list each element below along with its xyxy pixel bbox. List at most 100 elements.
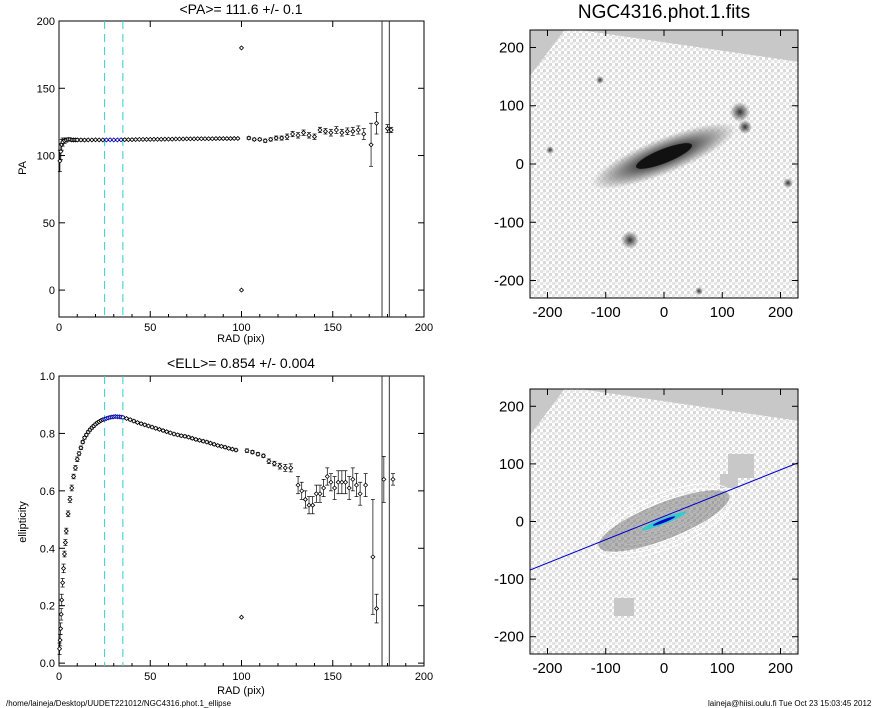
ell-point (211, 441, 217, 447)
ell-point (57, 637, 63, 643)
pa-point (184, 136, 190, 142)
ell-y-tick-label: 0.6 (40, 486, 55, 498)
pa-point (220, 136, 226, 142)
ell-point (65, 511, 71, 517)
ell-point (335, 479, 341, 485)
pa-x-tick-label: 50 (144, 322, 156, 334)
ell-plot-frame (58, 375, 425, 667)
pa-point (162, 136, 168, 142)
ell-point (363, 482, 369, 488)
pa-point (231, 135, 237, 142)
ell-x-tick-label: 200 (415, 671, 433, 683)
ell-point (193, 436, 199, 443)
ell-point (249, 449, 256, 455)
fit-center-highlight (652, 516, 676, 526)
pa-point (78, 137, 84, 143)
fit-y-tick-label: -100 (494, 571, 524, 588)
ell-point (186, 434, 192, 440)
ell-point (204, 439, 210, 445)
image-x-tick-label: 100 (710, 304, 735, 321)
image-x-tick-label: 0 (660, 304, 668, 321)
ell-point (78, 445, 84, 451)
pa-point (306, 132, 312, 138)
pa-point (373, 120, 380, 126)
ell-point (207, 440, 214, 446)
isophote-contour (622, 501, 706, 541)
footer-path: /home/laineja/Desktop/UUDET221012/NGC431… (6, 699, 232, 708)
ell-point (127, 417, 133, 423)
fit-x-tick-label: -200 (532, 660, 562, 677)
pa-point (151, 136, 157, 142)
ell-point (226, 445, 232, 451)
pa-point (158, 136, 164, 142)
image-y-tick-label: 0 (516, 156, 524, 173)
pa-point (217, 136, 223, 142)
ell-point (58, 611, 64, 617)
fit-panel: -200 -100 0 100 200 200 100 0 -100 -200 (494, 388, 799, 677)
fit-axis-ticks: -200 -100 0 100 200 200 100 0 -100 -200 (494, 389, 798, 677)
ell-point (339, 479, 345, 485)
pa-point (89, 137, 95, 143)
galaxy-image (530, 30, 798, 298)
ell-point (171, 431, 177, 437)
isophote-contour (594, 483, 734, 559)
pa-point (114, 137, 120, 143)
ell-point (302, 496, 308, 503)
ell-point (145, 423, 151, 429)
isophote-contour (601, 488, 727, 554)
ell-point (60, 580, 66, 586)
ell-title: <ELL>= 0.854 +/- 0.004 (167, 355, 315, 371)
ell-point (160, 427, 166, 434)
image-x-tick-label: -100 (591, 304, 621, 321)
ell-point (58, 626, 64, 632)
image-y-tick-label: -200 (494, 273, 524, 290)
pa-point (317, 127, 323, 133)
ell-point (350, 476, 356, 482)
pa-point (322, 128, 329, 134)
pa-point (165, 136, 172, 142)
pa-point (238, 287, 245, 293)
image-y-tick-label: -100 (494, 214, 524, 231)
pa-guides (104, 21, 390, 317)
ell-point (60, 565, 67, 571)
pa-point (169, 136, 175, 142)
fit-y-tick-label: -200 (494, 629, 524, 646)
pa-point (81, 137, 88, 143)
pa-point (311, 134, 318, 140)
ell-point (67, 496, 73, 503)
ell-x-ticks: 0 50 100 150 200 (56, 376, 433, 683)
pa-point (129, 137, 135, 143)
ell-point (353, 482, 360, 488)
ell-point (134, 419, 141, 426)
pa-x-tick-label: 150 (324, 322, 342, 334)
pa-x-ticks: 0 50 100 150 200 (56, 21, 433, 334)
ell-point (233, 447, 239, 453)
ell-point (390, 476, 396, 482)
fit-y-tick-label: 100 (499, 456, 524, 473)
pa-point (368, 142, 374, 148)
ell-point (299, 488, 305, 494)
pa-y-ticks: 0 50 100 150 200 (37, 16, 424, 297)
pa-xlabel: RAD (pix) (217, 333, 265, 345)
ell-point (182, 433, 188, 439)
ell-point (321, 485, 327, 491)
ell-point (74, 456, 80, 462)
ell-point (178, 433, 184, 439)
ell-x-tick-label: 50 (144, 671, 156, 683)
fit-x-tick-label: 0 (660, 660, 668, 677)
ell-point (342, 479, 349, 485)
image-y-tick-label: 100 (499, 98, 524, 115)
pa-point (224, 136, 230, 142)
pa-point (350, 128, 356, 134)
pa-point (213, 136, 219, 142)
pa-point (180, 136, 186, 142)
ell-point (138, 421, 144, 427)
ell-point (238, 614, 245, 620)
ell-point (282, 465, 288, 471)
pa-point (361, 131, 367, 137)
pa-point (140, 136, 146, 142)
ell-point (72, 465, 78, 471)
ell-point (255, 451, 261, 457)
pa-point (154, 136, 161, 142)
isophote-contour (629, 504, 699, 538)
